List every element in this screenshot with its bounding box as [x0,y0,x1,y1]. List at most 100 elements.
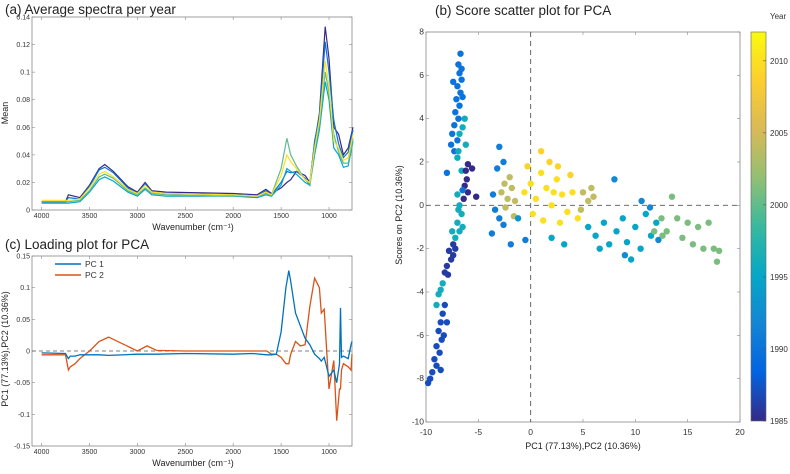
score-point [464,189,472,196]
score-point [502,204,509,211]
score-point [621,252,629,259]
score-point [456,102,463,109]
score-point [651,228,658,235]
score-point [496,143,503,150]
score-point [460,195,467,202]
panel-b-xtick-label: -10 [420,427,433,437]
score-point [619,215,626,222]
score-point [462,167,469,174]
panel-b-xtick-label: 15 [683,427,693,437]
panel-c-ytick-label: -0.15 [14,444,30,451]
score-point [646,204,654,211]
score-point [647,232,655,239]
score-point [504,195,511,202]
score-point [439,310,446,317]
score-point [506,174,513,181]
score-point [556,219,564,226]
score-point [514,215,522,222]
panel-c-ytick-label: 0.15 [16,254,30,261]
score-point [459,124,466,131]
score-point [606,241,613,248]
spectrum-line-1985 [41,26,354,203]
panel-b-ytick-label: -6 [416,330,424,340]
score-point [507,241,514,248]
score-point [532,195,540,202]
score-point [452,245,459,252]
panel-a-ytick-label: 0.08 [16,97,30,104]
score-point [632,223,639,231]
score-point [548,202,555,209]
score-point [524,163,531,170]
panel-b-ytick-label: 0 [419,200,424,210]
score-point [433,301,440,309]
panel-c-ytick-label: -0.05 [14,380,30,387]
score-point [642,210,649,218]
score-point [440,332,447,339]
score-point [455,206,462,213]
colorbar-tick-label: 1995 [770,273,788,282]
score-point [679,234,686,241]
score-point [540,217,547,224]
score-point [433,343,440,350]
panel-b-ytick-label: -2 [416,243,424,253]
panel-c-ylabel: PC1 (77.13%),PC2 (10.36%) [0,291,10,407]
score-point [567,171,574,179]
panel-c-xtick-label: 2000 [225,449,241,456]
score-point [546,158,553,166]
score-point [613,228,620,235]
panel-c-ytick-label: 0.1 [20,285,30,292]
score-point [700,245,707,252]
score-point [710,245,717,252]
score-point [550,189,557,196]
score-point [488,230,496,237]
score-point [588,184,595,192]
colorbar-tick-label: 2005 [770,129,788,138]
score-point [521,189,528,196]
score-point [473,193,480,200]
panel-c-ytick-label: 0.05 [16,317,30,324]
panel-b-title: (b) Score scatter plot for PCA [435,3,611,18]
score-point [500,158,507,166]
panel-a-xtick-label: 3500 [82,213,98,220]
spectrum-line-1990 [41,41,354,203]
panel-c-ytick-label: 0 [26,349,30,356]
score-point [713,258,721,265]
score-point [561,241,568,248]
panel-c-legend: PC 1 PC 2 [55,259,104,280]
score-point [564,208,571,215]
panel-b-xtick-label: 20 [735,427,745,437]
score-point [543,184,550,192]
score-point [424,379,432,387]
score-point [435,327,442,335]
panel-c-axes: 4000 3500 3000 2500 2000 1500 1000 -0.15 -0.1 -0.… [14,254,353,456]
score-point [454,191,461,198]
legend-label-pc1: PC 1 [85,259,104,269]
score-point [558,191,566,198]
score-point [500,221,507,228]
panel-a-xlabel: Wavenumber (cm⁻¹) [152,222,233,232]
score-point [455,148,462,155]
panel-a-xtick-label: 1500 [273,213,289,220]
score-point [715,247,723,254]
score-point [453,96,460,103]
score-point [450,252,457,259]
score-point [443,169,451,176]
score-point [663,228,670,235]
score-point [429,369,436,376]
score-point [494,165,501,172]
panel-a-ytick-label: 0.04 [16,152,30,159]
score-point [437,319,444,326]
score-point [454,137,461,144]
score-point [511,197,519,205]
spectrum-line-2010 [41,61,354,201]
score-point [439,280,446,287]
panel-a-xtick-label: 2000 [225,213,241,220]
score-point [579,189,587,196]
score-point [458,65,465,73]
score-point [458,76,465,83]
panel-c-ytick-label: -0.1 [18,412,30,419]
score-point [445,247,453,254]
panel-c-xtick-label: 4000 [34,449,50,456]
score-point [537,148,545,155]
